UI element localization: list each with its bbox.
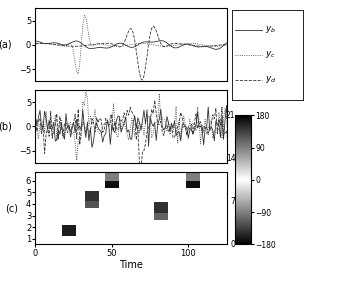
Bar xyxy=(154,202,168,213)
Bar xyxy=(85,198,99,208)
Text: $y_d$: $y_d$ xyxy=(265,74,277,85)
Text: 0: 0 xyxy=(230,240,235,249)
Text: $y_c$: $y_c$ xyxy=(265,49,276,60)
Text: $y_b$: $y_b$ xyxy=(265,24,276,35)
Bar xyxy=(105,171,119,181)
Bar xyxy=(85,191,99,201)
X-axis label: Time: Time xyxy=(119,260,143,270)
Text: 21: 21 xyxy=(226,111,235,120)
Bar xyxy=(186,177,200,188)
Bar xyxy=(154,209,168,220)
Text: 14: 14 xyxy=(226,154,235,163)
Text: 7: 7 xyxy=(230,197,235,206)
Bar xyxy=(62,225,76,236)
Y-axis label: (a): (a) xyxy=(0,40,12,50)
Y-axis label: (b): (b) xyxy=(0,121,12,132)
Bar xyxy=(186,171,200,181)
Bar xyxy=(105,177,119,188)
Y-axis label: (c): (c) xyxy=(5,203,18,213)
